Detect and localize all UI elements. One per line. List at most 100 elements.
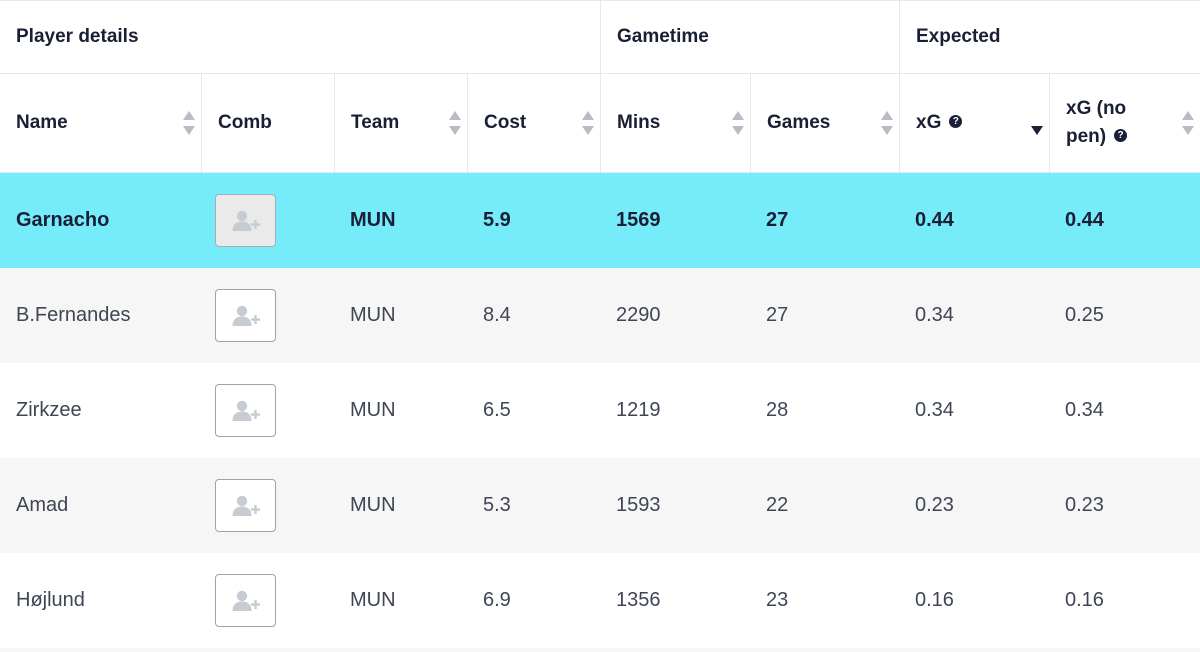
column-header-games[interactable]: Games <box>750 74 899 172</box>
add-to-comparison-button[interactable] <box>215 479 276 532</box>
sort-icon[interactable] <box>1182 111 1194 135</box>
group-header-label: Player details <box>16 26 139 47</box>
cost-value: 5.9 <box>483 209 511 231</box>
sort-icon[interactable] <box>881 111 893 135</box>
games-cell: 27 <box>750 173 899 268</box>
cost-cell: 6.5 <box>467 363 600 458</box>
mins-cell: 1569 <box>600 173 750 268</box>
column-header-text-line1: xG (no <box>1066 98 1127 119</box>
player-name-cell[interactable]: B.Fernandes <box>0 268 201 363</box>
column-header-label: Comb <box>218 112 272 133</box>
group-header-expected: Expected <box>899 1 1200 73</box>
games-value: 27 <box>766 304 789 326</box>
add-to-comparison-button[interactable] <box>215 574 276 627</box>
sort-icon[interactable] <box>582 111 594 135</box>
team-cell: MUN <box>334 458 467 553</box>
cost-cell: 6.9 <box>467 553 600 648</box>
column-header-label: Name <box>16 112 68 133</box>
xg-value: 0.44 <box>915 209 954 231</box>
xg-no-pen-value: 0.23 <box>1065 494 1104 516</box>
team-value: MUN <box>350 304 396 326</box>
table-row[interactable]: B.Fernandes MUN 8.4 2290 27 0.34 0.25 <box>0 268 1200 363</box>
xg-no-pen-cell: 0.25 <box>1049 268 1200 363</box>
xg-value: 0.34 <box>915 399 954 421</box>
add-user-icon <box>232 305 260 326</box>
add-user-icon <box>232 210 260 231</box>
cost-value: 5.3 <box>483 494 511 516</box>
cost-value: 6.5 <box>483 399 511 421</box>
cost-value: 8.4 <box>483 304 511 326</box>
sort-icon[interactable] <box>449 111 461 135</box>
games-cell: 23 <box>750 553 899 648</box>
games-value: 22 <box>766 494 789 516</box>
add-to-comparison-button[interactable] <box>215 384 276 437</box>
player-name-cell[interactable]: Amad <box>0 458 201 553</box>
player-name: Amad <box>16 494 69 516</box>
games-value: 27 <box>766 209 789 231</box>
column-header-name[interactable]: Name <box>0 74 201 172</box>
xg-no-pen-value: 0.25 <box>1065 304 1104 326</box>
player-name-cell[interactable]: Højlund <box>0 553 201 648</box>
group-header-row: Player details Gametime Expected <box>0 0 1200 74</box>
team-value: MUN <box>350 589 396 611</box>
group-header-player-details: Player details <box>0 1 600 73</box>
sort-descending-icon[interactable] <box>1031 111 1043 135</box>
player-name-cell[interactable]: Zirkzee <box>0 363 201 458</box>
add-to-comparison-button[interactable] <box>215 289 276 342</box>
question-icon[interactable]: ? <box>1114 129 1128 143</box>
xg-cell: 0.34 <box>899 363 1049 458</box>
column-header-xg-no-pen[interactable]: xG (no pen)? <box>1049 74 1200 172</box>
table-bottom-edge <box>0 648 1200 652</box>
cost-value: 6.9 <box>483 589 511 611</box>
add-to-comparison-button[interactable] <box>215 194 276 247</box>
cost-cell: 8.4 <box>467 268 600 363</box>
team-value: MUN <box>350 209 396 231</box>
xg-no-pen-cell: 0.16 <box>1049 553 1200 648</box>
column-header-label: Games <box>767 112 831 133</box>
player-name: B.Fernandes <box>16 304 131 326</box>
group-header-label: Expected <box>916 26 1001 47</box>
xg-value: 0.34 <box>915 304 954 326</box>
mins-cell: 1593 <box>600 458 750 553</box>
column-header-mins[interactable]: Mins <box>600 74 750 172</box>
cost-cell: 5.3 <box>467 458 600 553</box>
xg-no-pen-value: 0.16 <box>1065 589 1104 611</box>
player-name: Garnacho <box>16 209 110 231</box>
table-row[interactable]: Garnacho MUN 5.9 1569 27 0.44 0.44 <box>0 173 1200 268</box>
comb-cell <box>201 268 334 363</box>
add-user-icon <box>232 400 260 421</box>
table-row[interactable]: Højlund MUN 6.9 1356 23 0.16 0.16 <box>0 553 1200 648</box>
mins-value: 1219 <box>616 399 661 421</box>
column-header-team[interactable]: Team <box>334 74 467 172</box>
sort-icon[interactable] <box>732 111 744 135</box>
mins-value: 1569 <box>616 209 661 231</box>
team-value: MUN <box>350 494 396 516</box>
team-cell: MUN <box>334 363 467 458</box>
comb-cell <box>201 363 334 458</box>
mins-cell: 1219 <box>600 363 750 458</box>
table-row[interactable]: Amad MUN 5.3 1593 22 0.23 0.23 <box>0 458 1200 553</box>
player-name-cell[interactable]: Garnacho <box>0 173 201 268</box>
column-header-label: Team <box>351 112 400 133</box>
question-icon[interactable]: ? <box>949 115 963 129</box>
team-cell: MUN <box>334 268 467 363</box>
column-header-cost[interactable]: Cost <box>467 74 600 172</box>
group-header-label: Gametime <box>617 26 709 47</box>
xg-no-pen-cell: 0.44 <box>1049 173 1200 268</box>
sort-icon[interactable] <box>183 111 195 135</box>
cost-cell: 5.9 <box>467 173 600 268</box>
comb-cell <box>201 173 334 268</box>
xg-cell: 0.34 <box>899 268 1049 363</box>
mins-value: 1593 <box>616 494 661 516</box>
table-row[interactable]: Zirkzee MUN 6.5 1219 28 0.34 0.34 <box>0 363 1200 458</box>
mins-value: 1356 <box>616 589 661 611</box>
mins-cell: 2290 <box>600 268 750 363</box>
comb-cell <box>201 553 334 648</box>
team-cell: MUN <box>334 553 467 648</box>
column-header-label: xG (no pen)? <box>1066 95 1128 151</box>
column-header-xg[interactable]: xG? <box>899 74 1049 172</box>
games-cell: 22 <box>750 458 899 553</box>
xg-cell: 0.16 <box>899 553 1049 648</box>
games-cell: 27 <box>750 268 899 363</box>
